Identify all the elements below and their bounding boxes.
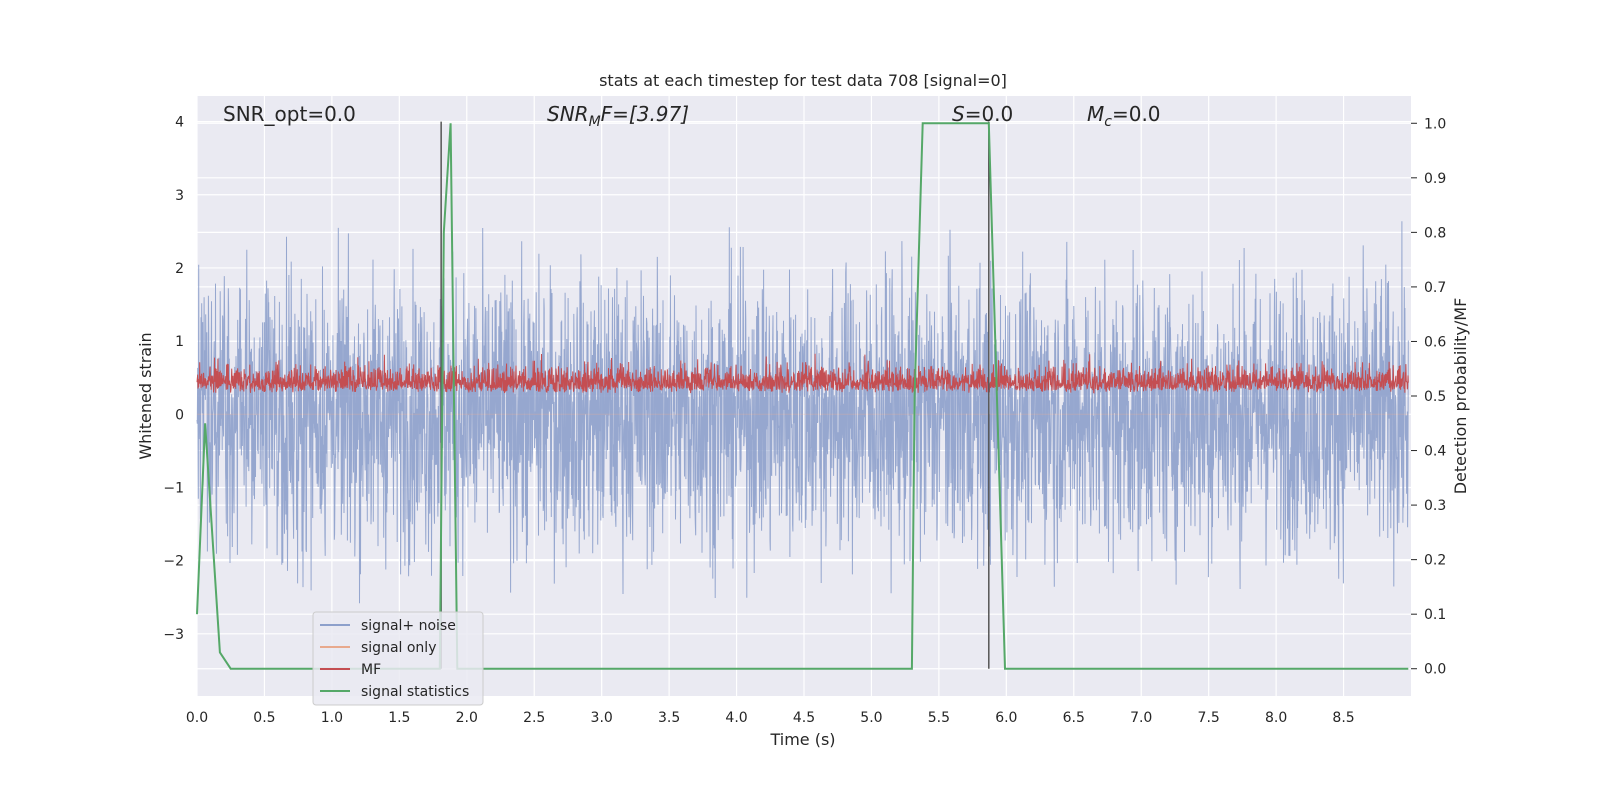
annotation-s: S=0.0 xyxy=(952,102,1013,126)
y-left-tick-label-0: −3 xyxy=(163,627,184,643)
y-left-tick-label-5: 2 xyxy=(175,261,184,277)
snr-mf-base: SNR xyxy=(547,102,589,126)
y-right-tick-label-9: 0.9 xyxy=(1424,171,1446,187)
x-tick-label-5: 2.5 xyxy=(523,710,545,726)
y-ticks-right: 0.0 0.1 0.2 0.3 0.4 0.5 0.6 0.7 0.8 0.9 1.0 xyxy=(1411,116,1446,678)
x-tick-label-13: 6.5 xyxy=(1063,710,1085,726)
s-italic: S xyxy=(952,102,965,126)
y-axis-label-left: Whitened strain xyxy=(136,332,155,459)
x-tick-label-15: 7.5 xyxy=(1198,710,1220,726)
mf-line xyxy=(196,353,1409,394)
y-right-tick-label-10: 1.0 xyxy=(1424,116,1446,132)
snr-mf-sub: M xyxy=(589,114,601,130)
y-left-tick-label-1: −2 xyxy=(163,554,184,570)
y-right-tick-label-5: 0.5 xyxy=(1424,389,1446,405)
legend-label-signal-only: signal only xyxy=(361,640,436,656)
x-tick-label-7: 3.5 xyxy=(658,710,680,726)
x-tick-label-3: 1.5 xyxy=(388,710,410,726)
x-tick-label-1: 0.5 xyxy=(253,710,275,726)
legend-box xyxy=(312,611,484,706)
s-rest: =0.0 xyxy=(965,102,1014,126)
x-tick-label-0: 0.0 xyxy=(186,710,208,726)
x-tick-label-14: 7.0 xyxy=(1130,710,1152,726)
x-tick-label-8: 4.0 xyxy=(725,710,747,726)
legend-label-mf: MF xyxy=(361,662,381,678)
chart-title: stats at each timestep for test data 708… xyxy=(599,71,1007,90)
x-tick-label-4: 2.0 xyxy=(456,710,478,726)
y-ticks-left: −3 −2 −1 0 1 2 3 4 xyxy=(163,115,184,643)
y-right-tick-label-1: 0.1 xyxy=(1424,607,1446,623)
x-tick-label-11: 5.5 xyxy=(928,710,950,726)
y-left-tick-label-3: 0 xyxy=(175,407,184,423)
y-left-tick-label-7: 4 xyxy=(175,115,184,131)
snr-mf-rest: F=[3.97] xyxy=(601,102,689,126)
x-axis-label: Time (s) xyxy=(769,730,835,749)
signal-noise-series xyxy=(196,221,1409,604)
y-right-tick-label-7: 0.7 xyxy=(1424,280,1446,296)
x-tick-label-6: 3.0 xyxy=(591,710,613,726)
mc-rest: =0.0 xyxy=(1112,102,1161,126)
x-ticks: 0.0 0.5 1.0 1.5 2.0 2.5 3.0 3.5 4.0 4.5 5.0 5.5 6.0 6… xyxy=(186,710,1355,726)
y-left-tick-label-6: 3 xyxy=(175,188,184,204)
y-right-tick-label-2: 0.2 xyxy=(1424,553,1446,569)
y-axis-label-right: Detection probability/MF xyxy=(1451,298,1470,495)
annotation-mc: Mc=0.0 xyxy=(1087,102,1161,130)
x-tick-label-17: 8.5 xyxy=(1332,710,1354,726)
y-right-tick-label-8: 0.8 xyxy=(1424,225,1446,241)
mf-series xyxy=(196,353,1409,394)
x-tick-label-10: 5.0 xyxy=(860,710,882,726)
y-right-tick-label-4: 0.4 xyxy=(1424,444,1446,460)
x-tick-label-2: 1.0 xyxy=(321,710,343,726)
x-tick-label-12: 6.0 xyxy=(995,710,1017,726)
y-right-tick-label-0: 0.0 xyxy=(1424,662,1446,678)
legend-label-signal-noise: signal+ noise xyxy=(361,618,456,634)
annotation-snr-mf: SNRMF=[3.97] xyxy=(547,102,689,130)
legend: signal+ noise signal only MF signal stat… xyxy=(312,611,484,706)
mc-base: M xyxy=(1087,102,1104,126)
x-tick-label-16: 8.0 xyxy=(1265,710,1287,726)
y-right-tick-label-6: 0.6 xyxy=(1424,334,1446,350)
legend-label-signal-statistics: signal statistics xyxy=(361,684,469,700)
annotation-snr-opt: SNR_opt=0.0 xyxy=(223,102,356,126)
x-tick-label-9: 4.5 xyxy=(793,710,815,726)
mc-sub: c xyxy=(1104,114,1112,130)
y-left-tick-label-4: 1 xyxy=(175,334,184,350)
signal-noise-line xyxy=(196,221,1409,604)
y-right-tick-label-3: 0.3 xyxy=(1424,498,1446,514)
y-left-tick-label-2: −1 xyxy=(163,480,184,496)
